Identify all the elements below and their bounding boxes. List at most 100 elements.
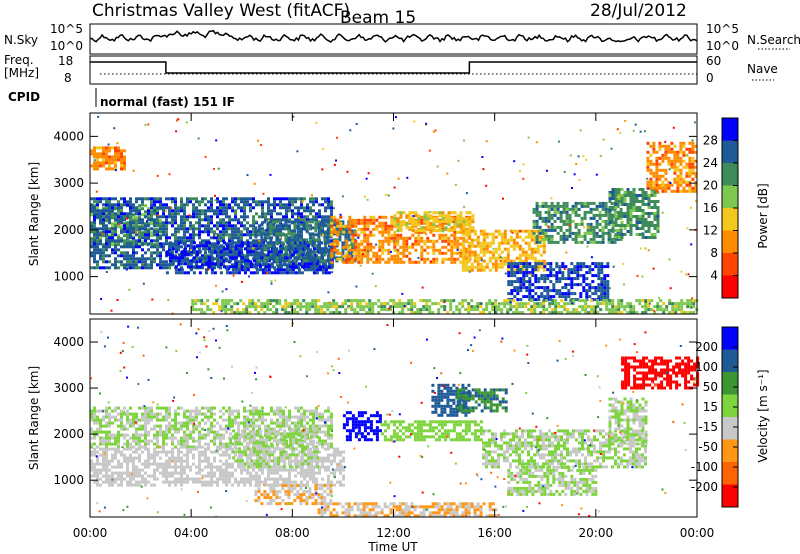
- heatmap-cell: [120, 218, 123, 222]
- heatmap-cell: [117, 206, 120, 210]
- heatmap-cell: [510, 265, 514, 269]
- heatmap-cell: [105, 406, 108, 410]
- heatmap-cell: [688, 183, 692, 187]
- heatmap-cell: [317, 256, 321, 260]
- heatmap-cell: [444, 245, 448, 249]
- heatmap-cell: [195, 265, 199, 269]
- heatmap-cell: [692, 299, 696, 303]
- heatmap-cell: [600, 268, 604, 272]
- heatmap-cell: [261, 209, 264, 213]
- heatmap-cell: [132, 266, 135, 270]
- heatmap-cell: [309, 209, 312, 213]
- heatmap-cell: [293, 302, 297, 306]
- heatmap-cell: [141, 236, 144, 240]
- heatmap-cell: [300, 203, 303, 207]
- heatmap-cell: [249, 250, 253, 254]
- heatmap-cell: [583, 234, 587, 238]
- heatmap-cell: [384, 215, 388, 219]
- freq-panel: Freq. [MHz] 18 8 60 0 Nave: [4, 53, 778, 85]
- heatmap-cell: [559, 237, 563, 241]
- heatmap-cell: [201, 263, 204, 267]
- heatmap-cell: [363, 224, 367, 228]
- heatmap-cell: [353, 311, 357, 315]
- heatmap-cell: [438, 211, 442, 215]
- heatmap-cell: [302, 256, 306, 260]
- heatmap-cell: [600, 283, 604, 287]
- heatmap-cell: [368, 302, 372, 306]
- heatmap-cell: [516, 280, 520, 284]
- heatmap-cell: [570, 262, 574, 266]
- heatmap-cell: [476, 238, 480, 242]
- heatmap-cell: [224, 302, 228, 306]
- heatmap-cell: [192, 230, 195, 234]
- heatmap-cell: [105, 436, 108, 440]
- heatmap-cell: [617, 191, 621, 194]
- scatter-cell: [550, 197, 553, 200]
- heatmap-cell: [308, 253, 312, 257]
- heatmap-cell: [432, 245, 436, 249]
- heatmap-cell: [351, 239, 355, 243]
- heatmap-cell: [165, 236, 168, 240]
- heatmap-cell: [531, 295, 535, 299]
- heatmap-cell: [249, 233, 252, 237]
- heatmap-cell: [533, 311, 537, 315]
- heatmap-cell: [212, 311, 216, 315]
- heatmap-cell: [676, 159, 680, 163]
- heatmap-cell: [186, 218, 189, 222]
- heatmap-cell: [444, 227, 448, 231]
- heatmap-cell: [213, 212, 216, 216]
- scatter-cell: [197, 137, 200, 140]
- heatmap-cell: [417, 229, 421, 233]
- heatmap-cell: [117, 155, 120, 159]
- heatmap-cell: [306, 247, 310, 251]
- heatmap-cell: [638, 188, 642, 191]
- heatmap-cell: [658, 183, 662, 187]
- heatmap-cell: [246, 247, 250, 251]
- scatter-cell: [366, 198, 369, 201]
- heatmap-cell: [374, 302, 378, 306]
- heatmap-cell: [248, 305, 252, 309]
- heatmap-cell: [93, 233, 96, 237]
- heatmap-cell: [198, 271, 202, 275]
- heatmap-cell: [592, 234, 596, 238]
- heatmap-cell: [189, 253, 193, 257]
- scatter-cell: [298, 216, 301, 219]
- heatmap-cell: [503, 241, 507, 245]
- heatmap-cell: [221, 299, 225, 303]
- heatmap-cell: [573, 283, 577, 287]
- heatmap-cell: [99, 233, 102, 237]
- heatmap-cell: [591, 268, 595, 272]
- heatmap-cell: [351, 221, 355, 225]
- freq-tick-bottom: 8: [64, 71, 72, 85]
- heatmap-cell: [682, 165, 686, 169]
- heatmap-cell: [491, 241, 495, 245]
- heatmap-cell: [114, 218, 117, 222]
- heatmap-cell: [521, 247, 525, 251]
- scatter-cell: [148, 213, 151, 216]
- heatmap-cell: [273, 271, 277, 275]
- heatmap-cell: [159, 197, 162, 201]
- heatmap-cell: [632, 308, 636, 312]
- heatmap-cell: [237, 271, 241, 275]
- heatmap-cell: [285, 265, 289, 269]
- heatmap-cell: [132, 240, 135, 244]
- heatmap-cell: [252, 206, 255, 210]
- heatmap-cell: [597, 295, 601, 299]
- heatmap-cell: [570, 268, 574, 272]
- heatmap-cell: [658, 144, 662, 148]
- heatmap-cell: [210, 236, 213, 240]
- scatter-cell: [452, 221, 455, 223]
- heatmap-cell: [210, 259, 214, 263]
- scatter-cell: [619, 131, 622, 134]
- heatmap-cell: [180, 266, 183, 270]
- heatmap-cell: [614, 308, 618, 312]
- heatmap-cell: [579, 283, 583, 287]
- heatmap-cell: [547, 234, 551, 238]
- scatter-cell: [527, 136, 530, 139]
- heatmap-cell: [568, 216, 572, 220]
- heatmap-cell: [180, 268, 184, 272]
- heatmap-cell: [525, 289, 529, 293]
- heatmap-cell: [351, 260, 355, 264]
- heatmap-cell: [461, 229, 465, 233]
- heatmap-cell: [126, 251, 129, 255]
